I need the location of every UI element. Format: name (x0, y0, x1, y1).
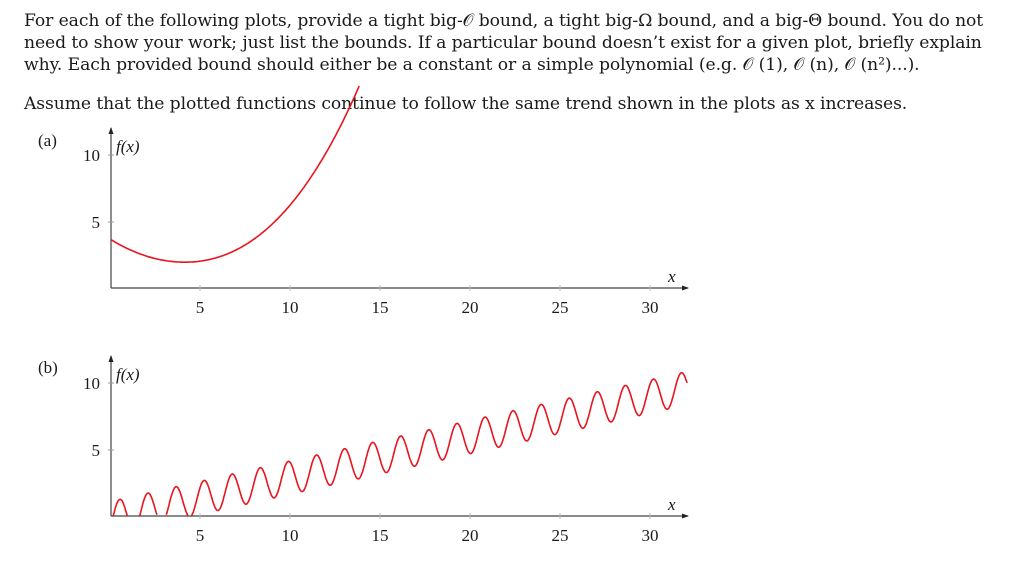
plot-a-xticks (199, 285, 651, 291)
plot-b-xticks (199, 513, 651, 519)
plot-b-xtick-label: 30 (642, 526, 659, 545)
plot-a: (a) f(x) x 10 5 5 10 15 20 25 30 (38, 85, 689, 317)
plot-a-xtick-label: 5 (196, 298, 205, 317)
plot-b-x-axis-label: x (667, 495, 676, 514)
plot-b-y-axis-label: f(x) (116, 365, 140, 384)
plot-a-label: (a) (38, 131, 57, 150)
plot-b-ytick-label: 5 (92, 441, 101, 460)
plot-b-xtick-label: 5 (196, 526, 205, 545)
plot-a-ytick-label: 5 (92, 213, 101, 232)
plot-b-ytick-label: 10 (83, 374, 100, 393)
plot-a-xtick-label: 25 (552, 298, 569, 317)
instructions-paragraph: For each of the following plots, provide… (24, 10, 1004, 76)
plot-b-xtick-label: 20 (462, 526, 479, 545)
plot-b-xtick-label: 15 (372, 526, 389, 545)
plot-a-ytick-label: 10 (83, 146, 100, 165)
plot-b-xtick-label: 10 (282, 526, 299, 545)
plot-a-xtick-label: 10 (282, 298, 299, 317)
instructions-line-2: need to show your work; just list the bo… (24, 33, 982, 53)
plot-a-xtick-label: 20 (462, 298, 479, 317)
plot-a-xtick-label: 30 (642, 298, 659, 317)
plot-b-curve (112, 372, 688, 516)
plot-a-x-axis-label: x (667, 267, 676, 286)
plot-b-label: (b) (38, 358, 58, 377)
plot-a-y-axis-label: f(x) (116, 137, 140, 156)
plot-a-xtick-label: 15 (372, 298, 389, 317)
plot-b: (b) f(x) x 10 5 5 10 15 20 25 30 (38, 355, 689, 545)
plot-b-xtick-label: 25 (552, 526, 569, 545)
instructions-line-1: For each of the following plots, provide… (24, 11, 984, 31)
plot-a-curve (110, 85, 360, 263)
assumption-paragraph: Assume that the plotted functions contin… (24, 94, 908, 114)
instructions-line-3: why. Each provided bound should either b… (24, 55, 920, 75)
